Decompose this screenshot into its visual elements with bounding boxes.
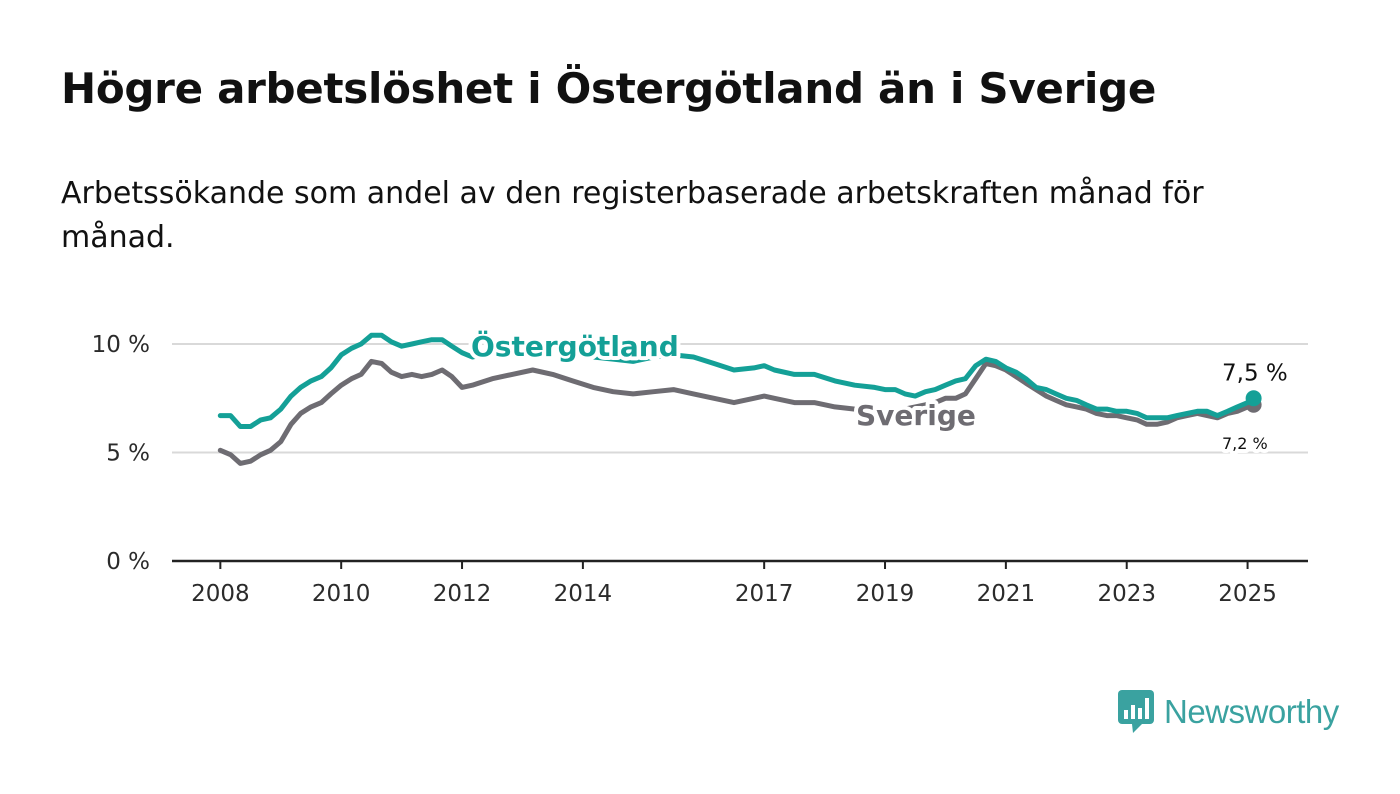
x-tick-label: 2010 bbox=[312, 581, 371, 607]
x-tick-label: 2012 bbox=[433, 581, 492, 607]
chart-title: Högre arbetslöshet i Östergötland än i S… bbox=[61, 64, 1157, 113]
series-label-ostergotland-halo: Östergötland bbox=[471, 329, 679, 363]
bar-chart-speech-bubble-icon bbox=[1118, 690, 1154, 733]
y-tick-label: 0 % bbox=[106, 549, 150, 575]
gridlines bbox=[172, 343, 1308, 563]
undefined-halo: 7,2 % bbox=[1222, 434, 1268, 453]
y-tick-label: 10 % bbox=[92, 332, 150, 358]
newsworthy-logo: Newsworthy bbox=[1118, 690, 1339, 734]
y-axis-tick-labels: 0 % 5 % 10 % bbox=[92, 332, 150, 575]
x-tick-label: 2014 bbox=[554, 581, 613, 607]
x-tick-label: 2017 bbox=[735, 581, 794, 607]
series-line-ostergotland bbox=[217, 332, 1257, 429]
series-lines bbox=[217, 332, 1262, 466]
x-tick-label: 2008 bbox=[191, 581, 250, 607]
newsworthy-wordmark: Newsworthy bbox=[1164, 693, 1339, 730]
x-tick-label: 2019 bbox=[856, 581, 915, 607]
x-axis-tick-labels: 2008 2010 2012 2014 2017 2019 2021 2023 2025 bbox=[191, 561, 1277, 607]
series-label-sverige: Sverige bbox=[856, 399, 976, 432]
chart-subtitle: Arbetssökande som andel av den registerb… bbox=[61, 176, 1204, 255]
x-tick-label: 2021 bbox=[977, 581, 1036, 607]
series-labels: ÖstergötlandÖstergötlandSverigeSverige7,… bbox=[467, 325, 1292, 457]
end-value-label-ostergotland: 7,5 % bbox=[1222, 360, 1288, 386]
x-tick-label: 2023 bbox=[1097, 581, 1156, 607]
series-label-ostergotland: Östergötland bbox=[471, 329, 679, 363]
series-label-sverige-halo: Sverige bbox=[856, 399, 976, 432]
x-tick-label: 2025 bbox=[1218, 581, 1277, 607]
series-line-sverige bbox=[217, 358, 1257, 466]
y-tick-label: 5 % bbox=[106, 441, 150, 467]
undefined: 7,2 % bbox=[1222, 434, 1268, 453]
end-value-label-ostergotland-halo: 7,5 % bbox=[1222, 360, 1288, 386]
series-end-point bbox=[1245, 390, 1262, 407]
